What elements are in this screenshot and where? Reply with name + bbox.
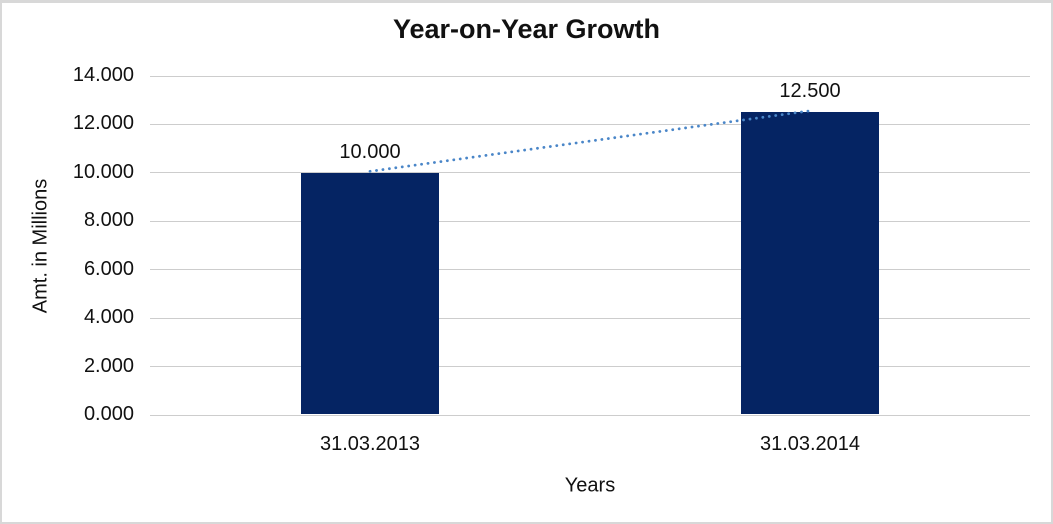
chart-title: Year-on-Year Growth — [392, 14, 661, 44]
x-axis-title: Years — [564, 474, 616, 497]
x-tick-label: 31.03.2013 — [319, 433, 421, 455]
y-tick-label: 2.000 — [83, 354, 134, 377]
y-tick-label: 8.000 — [83, 209, 134, 232]
gridline — [150, 414, 1030, 416]
bar-31.03.2013 — [301, 172, 439, 414]
gridline — [150, 75, 1030, 77]
bar-value-label: 10.000 — [339, 140, 401, 163]
gridline — [150, 172, 1030, 174]
y-tick-label: 10.000 — [72, 160, 134, 183]
bar-31.03.2014 — [741, 112, 879, 414]
y-tick-label: 12.000 — [72, 112, 134, 135]
gridline — [150, 269, 1030, 271]
gridline — [150, 220, 1030, 222]
y-tick-label: 6.000 — [83, 257, 134, 280]
y-tick-label: 4.000 — [83, 306, 134, 329]
y-axis-title: Amt. in Millions — [29, 178, 52, 314]
x-tick-label: 31.03.2014 — [759, 433, 861, 455]
gridline — [150, 366, 1030, 368]
bar-value-label: 12.500 — [779, 80, 841, 103]
gridline — [150, 123, 1030, 125]
y-tick-label: 0.000 — [83, 403, 134, 425]
gridline — [150, 317, 1030, 319]
y-tick-label: 14.000 — [72, 64, 134, 86]
